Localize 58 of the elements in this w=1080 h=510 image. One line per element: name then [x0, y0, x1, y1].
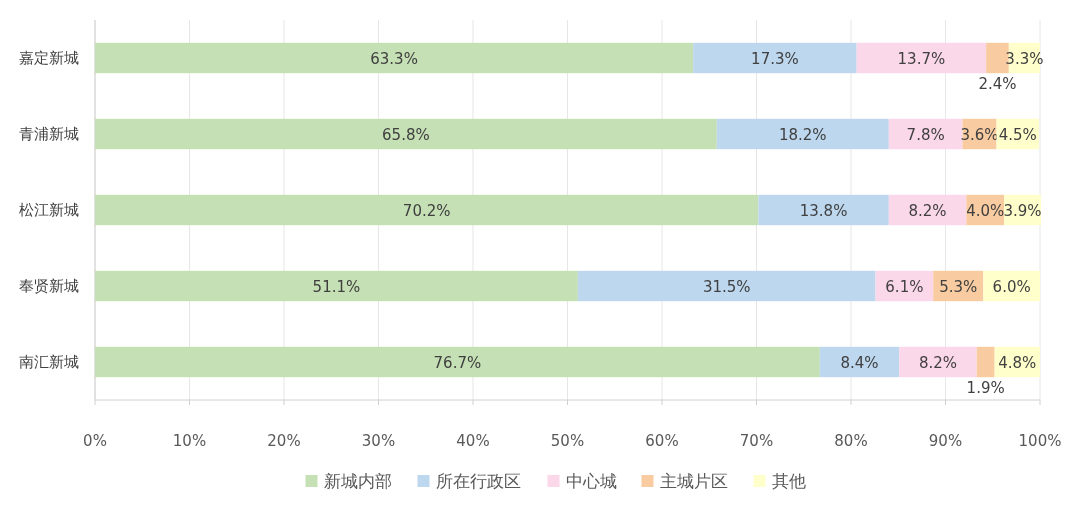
- x-tick-label: 30%: [361, 432, 396, 450]
- data-label: 8.4%: [840, 354, 879, 372]
- legend-label: 新城内部: [323, 471, 392, 491]
- y-tick-label: 松江新城: [19, 201, 79, 219]
- legend-label: 主城片区: [659, 471, 728, 491]
- legend-label: 其他: [771, 471, 806, 491]
- bar: [716, 118, 889, 150]
- data-label: 63.3%: [370, 50, 418, 68]
- data-label: 4.5%: [998, 126, 1037, 144]
- bar: [95, 118, 717, 150]
- data-label: 6.0%: [992, 278, 1031, 296]
- data-label: 8.2%: [908, 202, 947, 220]
- data-label: 13.7%: [897, 50, 946, 68]
- x-tick-label: 0%: [83, 432, 107, 450]
- x-tick-label: 70%: [739, 432, 774, 450]
- bar: [577, 270, 876, 302]
- data-label: 65.8%: [382, 126, 430, 144]
- x-tick-label: 100%: [1018, 432, 1062, 450]
- data-label: 31.5%: [702, 278, 751, 296]
- bar: [693, 42, 857, 74]
- bar: [95, 270, 578, 302]
- y-tick-label: 青浦新城: [19, 125, 79, 143]
- y-tick-label: 奉贤新城: [19, 277, 79, 295]
- data-label: 18.2%: [778, 126, 827, 144]
- data-label: 8.2%: [918, 354, 957, 372]
- bar: [95, 42, 694, 74]
- data-label: 51.1%: [312, 278, 361, 296]
- data-label: 1.9%: [966, 379, 1005, 398]
- data-label: 3.6%: [960, 126, 999, 144]
- data-label: 2.4%: [978, 75, 1017, 94]
- data-label: 7.8%: [906, 126, 945, 144]
- legend-label: 所在行政区: [435, 471, 521, 491]
- x-tick-label: 60%: [645, 432, 679, 450]
- data-label: 76.7%: [433, 354, 482, 372]
- bar: [856, 42, 987, 74]
- data-label: 70.2%: [402, 202, 451, 220]
- data-label: 3.3%: [1005, 50, 1044, 68]
- data-label: 5.3%: [939, 278, 978, 296]
- x-tick-label: 80%: [834, 432, 868, 450]
- bar: [976, 346, 995, 378]
- y-tick-label: 嘉定新城: [19, 49, 79, 67]
- x-tick-label: 10%: [172, 432, 207, 450]
- legend-label: 中心城: [565, 471, 617, 491]
- bar: [758, 194, 889, 226]
- bar: [95, 194, 759, 226]
- data-label: 3.9%: [1003, 202, 1042, 220]
- data-label: 6.1%: [885, 278, 924, 296]
- bar: [899, 346, 977, 378]
- x-tick-label: 50%: [550, 432, 585, 450]
- data-label: 17.3%: [751, 50, 799, 68]
- bar: [95, 346, 820, 378]
- data-label: 4.8%: [998, 354, 1037, 372]
- data-label: 4.0%: [966, 202, 1005, 220]
- x-tick-label: 20%: [267, 432, 301, 450]
- x-tick-label: 90%: [928, 432, 963, 450]
- y-tick-label: 南汇新城: [19, 353, 79, 371]
- data-label: 13.8%: [799, 202, 848, 220]
- x-tick-label: 40%: [456, 432, 490, 450]
